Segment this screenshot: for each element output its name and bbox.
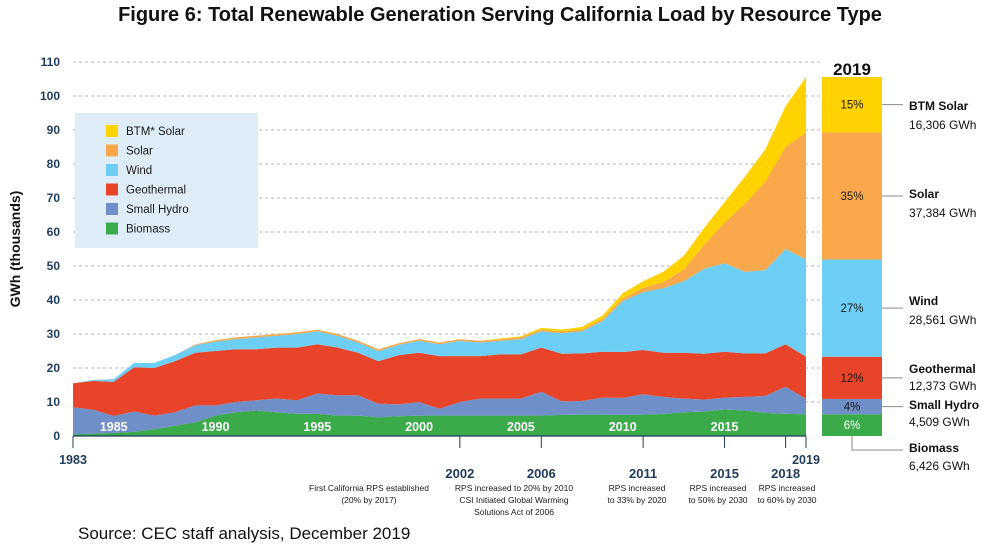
- x-endpoint-label: 1983: [59, 453, 87, 467]
- legend-swatch-btm-solar: [106, 125, 118, 137]
- bar-segment-percent: 6%: [844, 420, 861, 432]
- annotation-text: to 33% by 2020: [607, 495, 666, 505]
- bar-segment-gwh: 6,426 GWh: [909, 459, 970, 473]
- annotation-text: (20% by 2017): [341, 495, 396, 505]
- bar-segment-name: BTM Solar: [909, 99, 969, 113]
- legend-swatch-solar: [106, 144, 118, 157]
- annotation-text: First California RPS established: [309, 483, 429, 493]
- x-tick-label: 2010: [609, 420, 637, 434]
- x-tick-label: 1985: [100, 420, 128, 434]
- y-tick-label: 70: [47, 191, 61, 205]
- bar-segment-percent: 35%: [840, 191, 863, 203]
- bar-segment-solar: [822, 132, 882, 260]
- bar-segment-percent: 27%: [840, 303, 863, 315]
- legend-label-small-hydro: Small Hydro: [126, 204, 189, 216]
- series-wind-area: [73, 249, 806, 384]
- legend-label-btm-solar: BTM* Solar: [126, 126, 185, 138]
- annotation-text: RPS increased: [609, 483, 666, 493]
- x-tick-label: 2005: [507, 420, 535, 434]
- bar-segment-geothermal: [822, 356, 882, 399]
- legend-box: [75, 113, 258, 248]
- bar-segment-small-hydro: [822, 398, 882, 415]
- y-tick-label: 80: [47, 157, 61, 171]
- bar-2019-label: 2019: [833, 60, 871, 79]
- y-tick-label: 0: [53, 429, 60, 443]
- annotation-text: RPS increased: [759, 483, 816, 493]
- bar-segment-btm-solar: [822, 76, 882, 133]
- series-geothermal-area: [73, 344, 806, 416]
- annotation-text: Solutions Act of 2006: [474, 507, 554, 517]
- bar-segment-name: Wind: [909, 294, 938, 308]
- y-tick-label: 40: [47, 293, 61, 307]
- legend-label-wind: Wind: [126, 165, 152, 177]
- legend-label-solar: Solar: [126, 146, 153, 158]
- x-tick-label: 1990: [202, 420, 230, 434]
- y-axis-label: GWh (thousands): [7, 191, 23, 308]
- bar-segment-name: Small Hydro: [909, 398, 979, 412]
- y-tick-label: 10: [47, 395, 61, 409]
- y-tick-label: 60: [47, 225, 61, 239]
- x-tick-label: 1995: [303, 420, 331, 434]
- chart-source: Source: CEC staff analysis, December 201…: [78, 524, 411, 543]
- legend-swatch-small-hydro: [106, 203, 118, 215]
- legend-swatch-wind: [106, 164, 118, 176]
- annotation-text: CSI Initiated Global Warming: [459, 495, 569, 505]
- annotation-text: RPS increased to 20% by 2010: [455, 483, 573, 493]
- bar-segment-name: Solar: [909, 187, 939, 201]
- biomass-leader-line: [851, 436, 903, 451]
- bar-segment-name: Geothermal: [909, 362, 976, 376]
- bar-segment-percent: 15%: [840, 100, 863, 112]
- annotation-year: 2006: [527, 466, 556, 481]
- x-tick-label: 2000: [405, 420, 433, 434]
- annotation-year: 2015: [710, 466, 739, 481]
- legend-swatch-geothermal: [106, 183, 118, 196]
- bar-segment-percent: 12%: [840, 373, 863, 385]
- series-small-hydro-area: [73, 386, 806, 435]
- x-tick-label: 2015: [711, 420, 739, 434]
- bar-segment-gwh: 4,509 GWh: [909, 415, 970, 429]
- legend-swatch-biomass: [106, 222, 118, 235]
- y-tick-label: 50: [47, 259, 61, 273]
- y-tick-label: 20: [47, 361, 61, 375]
- bar-segment-biomass: [822, 414, 882, 436]
- annotation-text: RPS increased: [690, 483, 747, 493]
- bar-segment-gwh: 37,384 GWh: [909, 206, 976, 220]
- y-tick-label: 100: [40, 89, 60, 103]
- x-endpoint-label: 2019: [792, 453, 820, 467]
- annotation-year: 2018: [771, 466, 800, 481]
- series-biomass-area: [73, 409, 806, 436]
- bar-segment-wind: [822, 259, 882, 357]
- annotation-year: 2011: [629, 466, 657, 481]
- chart-title: Figure 6: Total Renewable Generation Ser…: [118, 4, 882, 26]
- y-tick-label: 110: [41, 55, 61, 69]
- bar-segment-percent: 4%: [844, 402, 861, 414]
- annotation-year: 2002: [445, 466, 474, 481]
- annotation-text: to 60% by 2030: [757, 495, 816, 505]
- legend-label-biomass: Biomass: [126, 224, 170, 236]
- bar-segment-gwh: 28,561 GWh: [909, 313, 976, 327]
- y-tick-label: 30: [47, 327, 61, 341]
- bar-segment-name: Biomass: [909, 441, 959, 455]
- bar-segment-gwh: 12,373 GWh: [909, 379, 976, 393]
- legend-label-geothermal: Geothermal: [126, 185, 186, 197]
- y-tick-label: 90: [47, 123, 61, 137]
- bar-segment-gwh: 16,306 GWh: [909, 118, 976, 132]
- annotation-text: to 50% by 2030: [688, 495, 747, 505]
